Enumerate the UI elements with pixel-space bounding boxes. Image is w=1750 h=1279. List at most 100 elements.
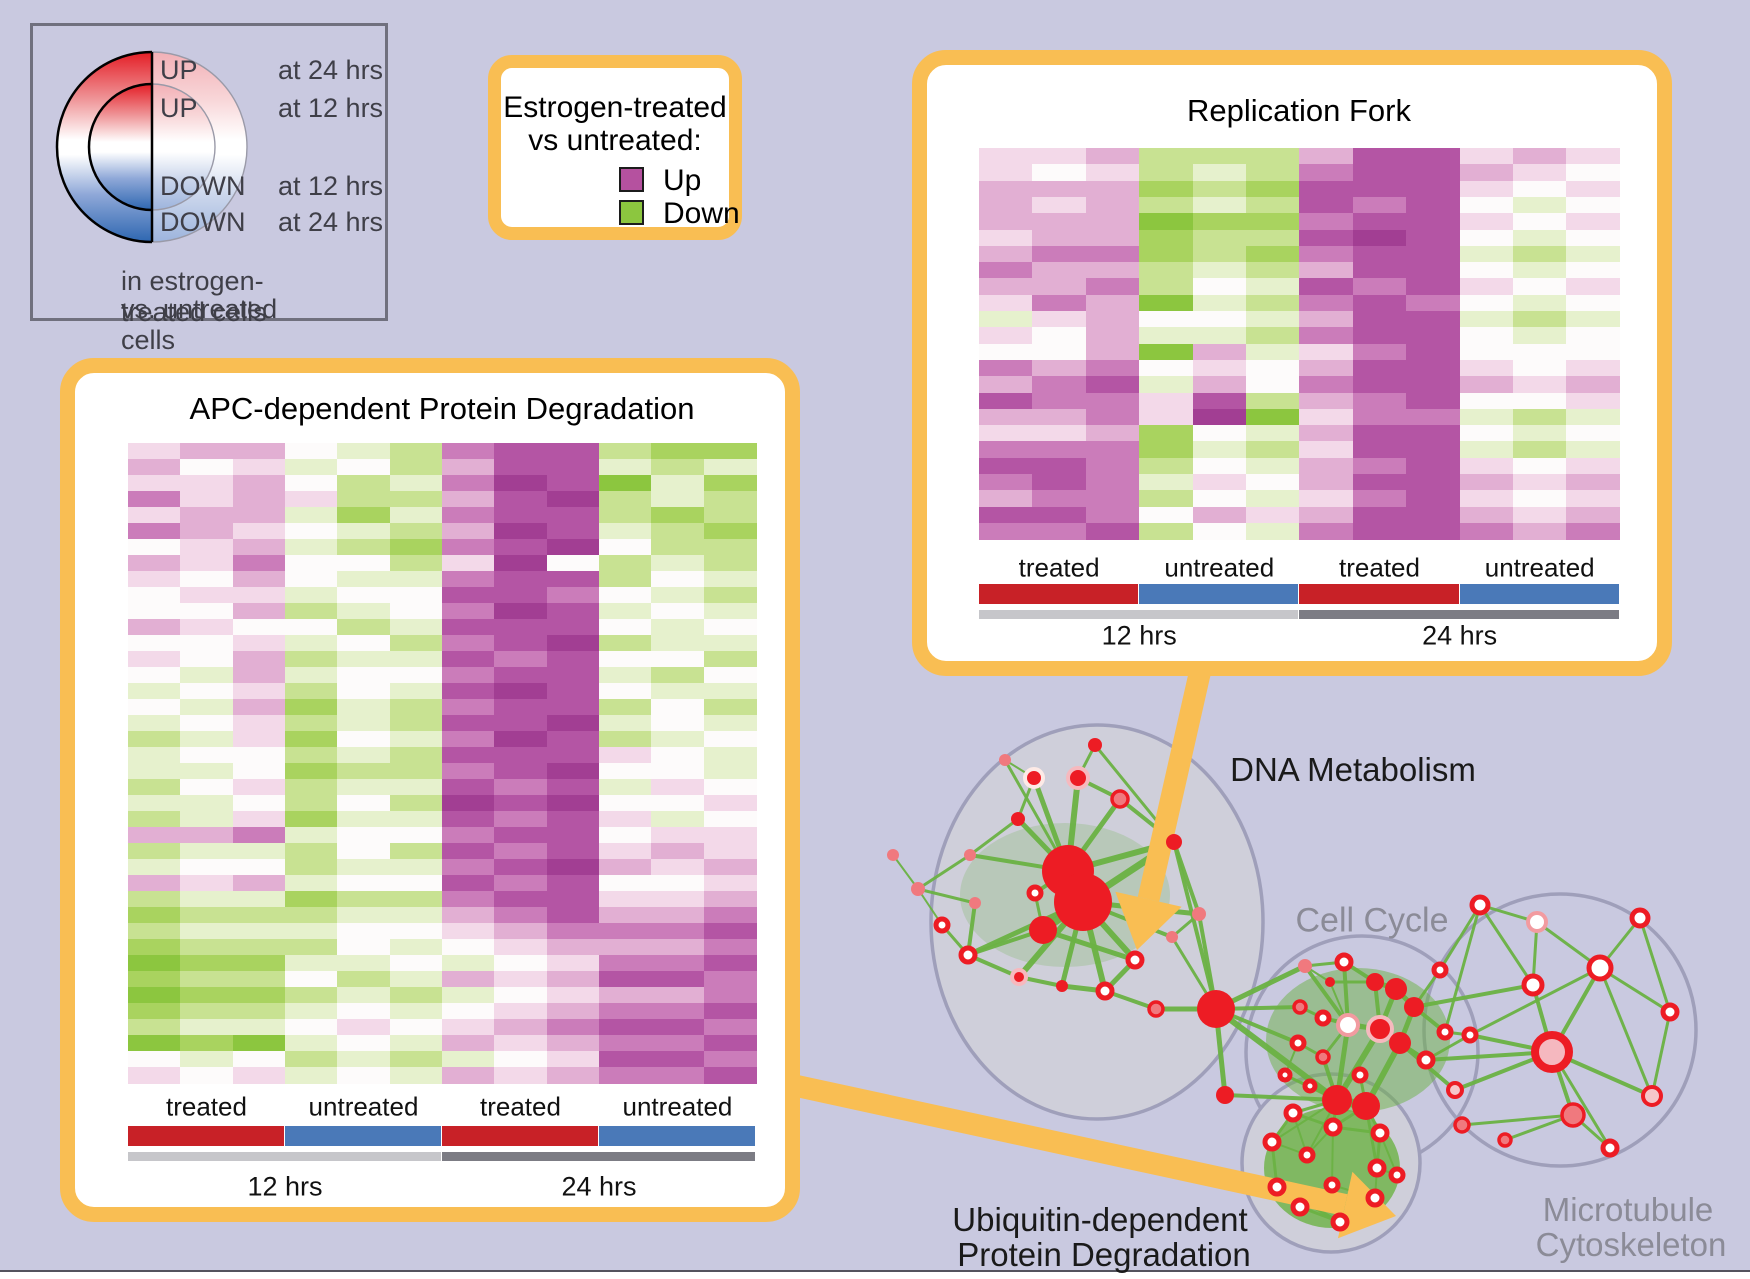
heatmap-cell — [1513, 457, 1567, 475]
heatmap-cell — [1513, 180, 1567, 198]
heatmap-cell — [1406, 457, 1461, 475]
heatmap-cell — [1459, 327, 1514, 345]
heatmap-cell — [1139, 392, 1194, 410]
gene-node-pr — [1453, 1116, 1471, 1134]
heatmap-cell — [651, 875, 705, 892]
gene-node-lp — [1446, 1081, 1464, 1099]
gene-node-pr — [1292, 999, 1308, 1015]
heatmap-cell — [1299, 294, 1354, 312]
gene-node-w — [1416, 1050, 1436, 1070]
gene-node-w — [1026, 884, 1044, 902]
heatmap-cell — [651, 603, 705, 620]
heatmap-cell — [1299, 359, 1354, 377]
heatmap-cell — [389, 683, 443, 700]
heatmap-cell — [651, 539, 705, 556]
heatmap-cell — [128, 955, 181, 972]
heatmap-cell — [180, 523, 234, 540]
heatmap-cell — [1192, 522, 1247, 540]
heatmap-cell — [180, 443, 234, 460]
microtubule-label: Microtubule — [1542, 1191, 1714, 1228]
heatmap-cell — [651, 699, 705, 716]
heatmap-cell — [180, 763, 234, 780]
heatmap-cell — [1299, 148, 1354, 165]
heatmap-cell — [180, 795, 234, 812]
heatmap-cell — [1032, 490, 1087, 508]
heatmap-cell — [1566, 392, 1621, 410]
heatmap-cell — [1032, 359, 1087, 377]
heatmap-cell — [1085, 294, 1140, 312]
heatmap-cell — [232, 1035, 286, 1052]
heatmap-cell — [1246, 490, 1300, 508]
heatmap-cell — [979, 327, 1033, 345]
heatmap-cell — [494, 459, 548, 476]
apc-treated-bar — [128, 1126, 284, 1146]
heatmap-cell — [1513, 294, 1567, 312]
heatmap-cell — [598, 731, 652, 748]
heatmap-cell — [441, 1003, 495, 1020]
heatmap-cell — [180, 747, 234, 764]
heatmap-cell — [703, 891, 757, 908]
heatmap-cell — [180, 891, 234, 908]
heatmap-cell — [128, 1019, 181, 1036]
heatmap-cell — [703, 907, 757, 924]
heatmap-cell — [1032, 196, 1087, 214]
heatmap-cell — [1406, 278, 1461, 296]
heatmap-cell — [1352, 359, 1407, 377]
heatmap-cell — [128, 587, 181, 604]
heatmap-cell — [232, 555, 286, 572]
heatmap-cell — [337, 587, 391, 604]
heatmap-cell — [232, 619, 286, 636]
network-edge — [892, 854, 919, 890]
heatmap-cell — [1139, 408, 1194, 426]
heatmap-cell — [1566, 262, 1621, 279]
heatmap-cell — [651, 491, 705, 508]
heatmap-cell — [1459, 359, 1514, 377]
heatmap-cell — [337, 987, 391, 1004]
heatmap-cell — [546, 795, 600, 812]
heatmap-cell — [441, 811, 495, 828]
network-edge — [1598, 966, 1672, 1014]
heatmap-cell — [1459, 441, 1514, 459]
heatmap-cell — [337, 475, 391, 492]
heatmap-cell — [546, 603, 600, 620]
heatmap-cell — [232, 523, 286, 540]
heatmap-cell — [337, 811, 391, 828]
heatmap-cell — [128, 731, 181, 748]
heatmap-cell — [1192, 213, 1247, 231]
heatmap-cell — [128, 811, 181, 828]
heatmap-cell — [232, 1003, 286, 1020]
heatmap-cell — [1032, 164, 1087, 182]
heatmap-cell — [128, 507, 181, 524]
heatmap-cell — [1085, 408, 1140, 426]
heatmap-cell — [1032, 474, 1087, 491]
heatmap-cell — [337, 923, 391, 940]
heatmap-cell — [651, 651, 705, 668]
heatmap-cell — [337, 1019, 391, 1036]
rf-group-label-3: untreated — [1484, 552, 1595, 583]
heatmap-cell — [1032, 506, 1087, 524]
heatmap-cell — [1299, 327, 1354, 345]
gene-node-w — [1370, 1123, 1390, 1143]
heatmap-cell — [651, 923, 705, 940]
heatmap-cell — [232, 939, 286, 956]
heatmap-cell — [180, 1003, 234, 1020]
heatmap-cell — [180, 731, 234, 748]
heatmap-cell — [703, 859, 757, 876]
heatmap-cell — [546, 859, 600, 876]
heatmap-cell — [441, 795, 495, 812]
network-edge — [1468, 966, 1602, 1037]
heatmap-cell — [546, 923, 600, 940]
heatmap-cell — [1513, 408, 1567, 426]
heatmap-cell — [979, 490, 1033, 508]
heatmap-cell — [284, 619, 338, 636]
heatmap-cell — [180, 667, 234, 684]
heatmap-cell — [128, 1067, 181, 1084]
heatmap-cell — [546, 779, 600, 796]
heatmap-cell — [337, 795, 391, 812]
heatmap-cell — [128, 971, 181, 988]
heatmap-cell — [180, 699, 234, 716]
heatmap-cell — [546, 507, 600, 524]
heatmap-cell — [128, 827, 181, 844]
network-edge — [1303, 964, 1350, 1027]
